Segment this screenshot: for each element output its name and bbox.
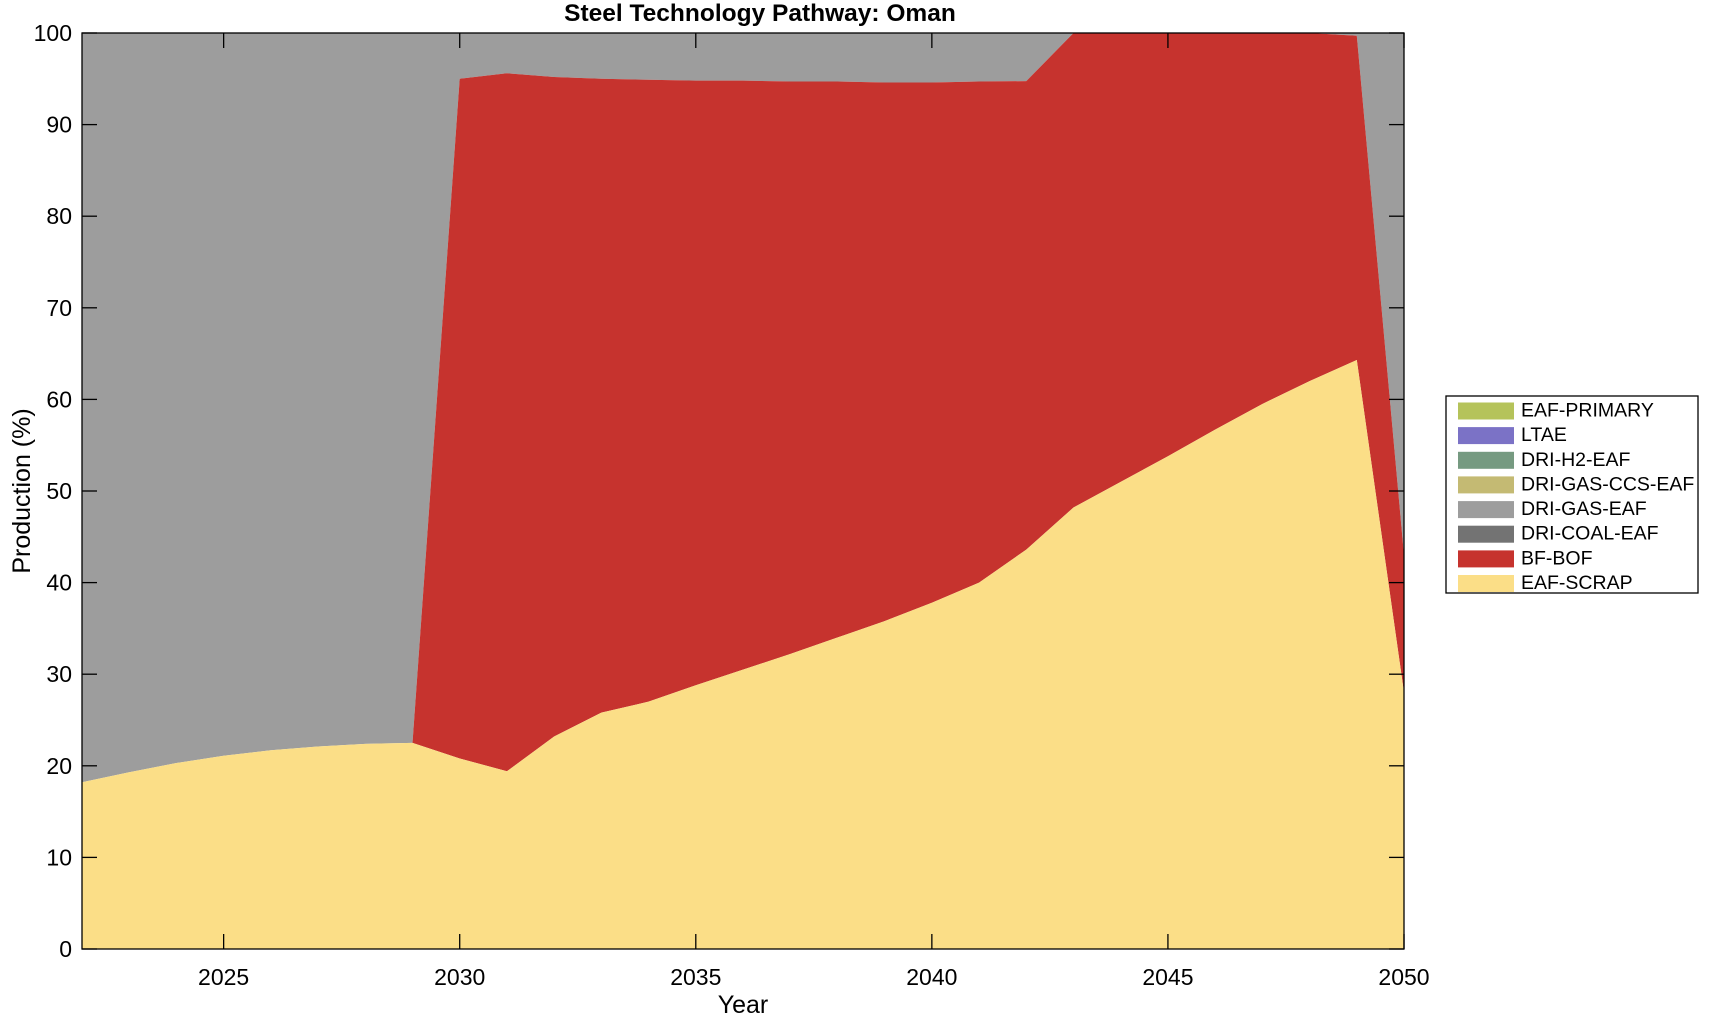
svg-text:2030: 2030 — [434, 964, 485, 990]
svg-text:2035: 2035 — [670, 964, 721, 990]
svg-text:2045: 2045 — [1142, 964, 1193, 990]
svg-text:Steel Technology Pathway: Oman: Steel Technology Pathway: Oman — [564, 0, 956, 27]
svg-text:DRI-GAS-EAF: DRI-GAS-EAF — [1521, 498, 1647, 520]
svg-text:40: 40 — [46, 570, 72, 596]
svg-text:2025: 2025 — [198, 964, 249, 990]
svg-text:20: 20 — [46, 753, 72, 779]
svg-text:50: 50 — [46, 478, 72, 504]
svg-text:EAF-PRIMARY: EAF-PRIMARY — [1521, 400, 1654, 422]
svg-text:BF-BOF: BF-BOF — [1521, 547, 1593, 569]
svg-text:60: 60 — [46, 386, 72, 412]
svg-text:0: 0 — [59, 936, 72, 962]
svg-text:30: 30 — [46, 661, 72, 687]
svg-text:EAF-SCRAP: EAF-SCRAP — [1521, 572, 1633, 594]
svg-text:2050: 2050 — [1378, 964, 1429, 990]
svg-text:DRI-H2-EAF: DRI-H2-EAF — [1521, 449, 1631, 471]
svg-text:100: 100 — [34, 20, 72, 46]
svg-text:2040: 2040 — [906, 964, 957, 990]
svg-text:10: 10 — [46, 844, 72, 870]
svg-text:LTAE: LTAE — [1521, 424, 1567, 446]
svg-text:80: 80 — [46, 203, 72, 229]
svg-text:70: 70 — [46, 295, 72, 321]
svg-text:Year: Year — [718, 991, 769, 1019]
svg-text:DRI-COAL-EAF: DRI-COAL-EAF — [1521, 523, 1659, 545]
svg-text:Production (%): Production (%) — [8, 408, 36, 573]
svg-text:DRI-GAS-CCS-EAF: DRI-GAS-CCS-EAF — [1521, 473, 1694, 495]
svg-text:90: 90 — [46, 112, 72, 138]
